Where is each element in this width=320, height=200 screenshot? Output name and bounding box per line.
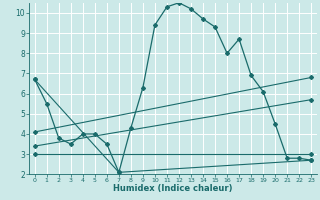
X-axis label: Humidex (Indice chaleur): Humidex (Indice chaleur) bbox=[113, 184, 233, 193]
